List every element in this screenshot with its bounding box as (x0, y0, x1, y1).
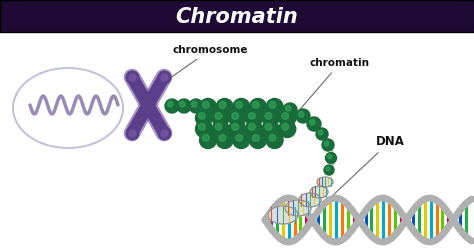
Circle shape (200, 132, 217, 148)
Circle shape (266, 132, 283, 148)
Circle shape (215, 112, 222, 119)
Circle shape (212, 110, 229, 126)
Circle shape (316, 128, 328, 140)
Circle shape (202, 134, 210, 141)
Circle shape (199, 112, 205, 119)
Circle shape (248, 112, 255, 119)
Circle shape (219, 134, 226, 141)
Circle shape (233, 98, 250, 116)
Circle shape (177, 99, 191, 113)
Circle shape (200, 98, 217, 116)
Circle shape (262, 110, 279, 126)
Circle shape (307, 117, 321, 131)
Ellipse shape (317, 177, 333, 187)
Circle shape (195, 110, 212, 126)
Circle shape (229, 120, 246, 138)
Circle shape (236, 102, 243, 108)
Circle shape (199, 124, 205, 130)
Circle shape (262, 120, 279, 138)
Circle shape (202, 102, 210, 108)
Circle shape (189, 99, 203, 113)
Circle shape (253, 102, 259, 108)
Circle shape (229, 110, 246, 126)
Circle shape (266, 98, 283, 116)
Ellipse shape (310, 186, 328, 198)
Circle shape (328, 154, 332, 159)
Circle shape (232, 112, 238, 119)
Circle shape (246, 110, 263, 126)
Circle shape (165, 99, 179, 113)
Circle shape (233, 132, 250, 148)
Circle shape (296, 109, 310, 123)
Circle shape (269, 102, 276, 108)
Circle shape (285, 106, 291, 111)
Circle shape (326, 152, 337, 164)
Circle shape (248, 124, 255, 130)
Circle shape (310, 120, 315, 125)
Circle shape (265, 112, 272, 119)
Circle shape (279, 120, 296, 138)
Text: chromatin: chromatin (298, 58, 370, 112)
Circle shape (269, 134, 276, 141)
Circle shape (212, 120, 229, 138)
Circle shape (299, 112, 304, 117)
Circle shape (249, 132, 266, 148)
Circle shape (324, 141, 329, 146)
Circle shape (282, 124, 289, 130)
Ellipse shape (299, 193, 321, 207)
Ellipse shape (285, 200, 311, 216)
Circle shape (219, 102, 226, 108)
Ellipse shape (268, 206, 298, 224)
Circle shape (216, 132, 233, 148)
Circle shape (232, 124, 238, 130)
Circle shape (283, 103, 297, 117)
Text: chromosome: chromosome (155, 45, 248, 88)
Circle shape (216, 98, 233, 116)
Circle shape (326, 167, 330, 171)
Circle shape (246, 120, 263, 138)
Circle shape (195, 120, 212, 138)
Text: Chromatin: Chromatin (176, 7, 298, 27)
Circle shape (215, 124, 222, 130)
Circle shape (167, 102, 173, 107)
Circle shape (249, 98, 266, 116)
Circle shape (318, 130, 323, 135)
Circle shape (322, 139, 334, 151)
Circle shape (265, 124, 272, 130)
Circle shape (253, 134, 259, 141)
Circle shape (324, 165, 334, 175)
Circle shape (279, 110, 296, 126)
Circle shape (191, 102, 197, 107)
Circle shape (236, 134, 243, 141)
Text: DNA: DNA (332, 135, 404, 196)
Circle shape (180, 102, 185, 107)
Circle shape (282, 112, 289, 119)
FancyBboxPatch shape (0, 0, 474, 32)
